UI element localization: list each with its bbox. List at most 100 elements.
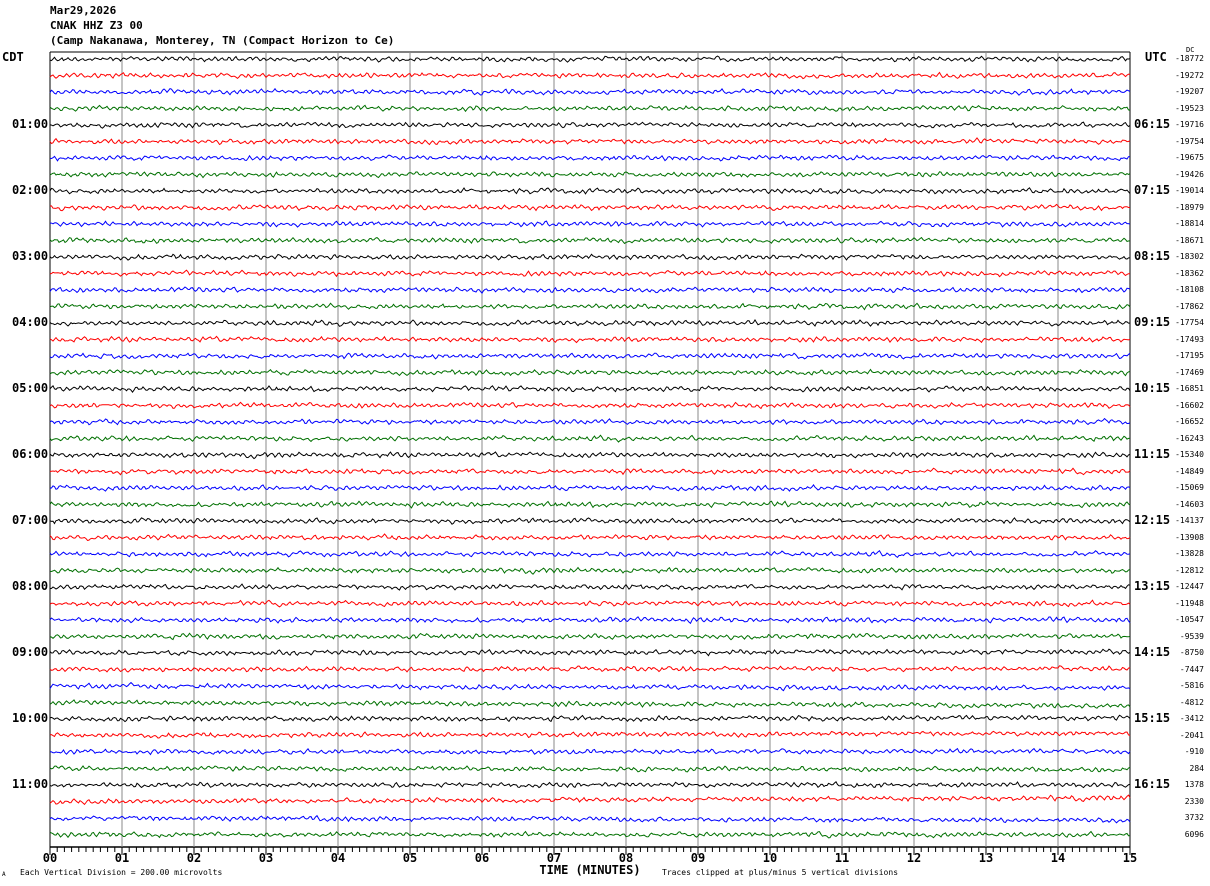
cdt-hour-label: 09:00 xyxy=(12,645,49,659)
trace-line xyxy=(49,533,1131,541)
dc-offset-label: -5816 xyxy=(1179,681,1204,690)
trace-line xyxy=(49,121,1131,129)
trace-line xyxy=(49,401,1131,410)
trace-line xyxy=(49,830,1130,839)
dc-offset-label: -7447 xyxy=(1179,664,1204,674)
trace-line xyxy=(49,484,1131,492)
corner-mark: A xyxy=(2,871,6,878)
dc-offset-label: -16602 xyxy=(1175,400,1204,410)
trace-line xyxy=(49,648,1131,657)
dc-offset-label: -16243 xyxy=(1175,433,1204,443)
trace-line xyxy=(49,137,1131,146)
x-tick-label: 00 xyxy=(42,851,58,865)
trace-line xyxy=(49,814,1131,824)
cdt-hour-label: 03:00 xyxy=(12,249,49,263)
dc-offset-label: -18814 xyxy=(1175,219,1204,228)
dc-offset-label: -19675 xyxy=(1175,153,1204,162)
utc-hour-label: 13:15 xyxy=(1134,579,1171,593)
dc-offset-label: -17754 xyxy=(1175,318,1204,327)
dc-offset-label: -9539 xyxy=(1179,631,1204,641)
x-tick-label: 09 xyxy=(690,851,706,865)
dc-offset-label: -10547 xyxy=(1175,615,1204,624)
utc-hour-label: 12:15 xyxy=(1134,513,1171,527)
dc-offset-label: -18362 xyxy=(1175,268,1204,278)
trace-line xyxy=(49,747,1131,756)
left-timezone: CDT xyxy=(2,50,24,64)
dc-offset-label: -17195 xyxy=(1175,351,1204,360)
utc-hour-label: 16:15 xyxy=(1134,777,1171,791)
x-tick-label: 10 xyxy=(762,851,778,865)
x-tick-label: 01 xyxy=(114,851,130,865)
dc-offset-label: 1378 xyxy=(1184,780,1204,789)
utc-hour-label: 10:15 xyxy=(1134,381,1171,395)
x-tick-label: 06 xyxy=(474,851,490,865)
dc-offset-label: -12812 xyxy=(1175,565,1204,575)
trace-line xyxy=(50,220,1131,228)
dc-offset-label: -19207 xyxy=(1175,87,1204,96)
utc-hour-label: 08:15 xyxy=(1134,249,1171,263)
x-tick-label: 12 xyxy=(906,851,922,865)
location-label: (Camp Nakanawa, Monterey, TN (Compact Ho… xyxy=(50,34,395,47)
x-tick-label: 11 xyxy=(834,851,850,865)
cdt-hour-label: 06:00 xyxy=(12,447,49,461)
dc-offset-label: -19426 xyxy=(1175,169,1204,179)
trace-line xyxy=(49,87,1131,96)
x-axis-title: TIME (MINUTES) xyxy=(539,863,641,877)
x-tick-label: 03 xyxy=(258,851,274,865)
dc-offset-label: 3732 xyxy=(1184,813,1204,822)
cdt-hour-label: 05:00 xyxy=(12,381,49,395)
dc-offset-label: -18772 xyxy=(1175,54,1204,63)
x-tick-label: 02 xyxy=(186,851,202,865)
cdt-hour-label: 02:00 xyxy=(12,183,49,197)
dc-offset-label: -19754 xyxy=(1175,136,1204,146)
trace-line xyxy=(49,71,1131,80)
dc-offset-label: -16652 xyxy=(1175,417,1204,426)
cdt-hour-label: 11:00 xyxy=(12,777,49,791)
trace-line xyxy=(49,781,1131,789)
trace-line xyxy=(49,549,1131,558)
cdt-hour-label: 08:00 xyxy=(12,579,49,593)
trace-line xyxy=(49,187,1131,195)
dc-offset-label: -2041 xyxy=(1179,730,1204,740)
dc-offset-label: -16851 xyxy=(1175,384,1204,393)
trace-line xyxy=(49,417,1131,426)
utc-hour-label: 15:15 xyxy=(1134,711,1171,725)
trace-line xyxy=(49,104,1131,113)
trace-line xyxy=(49,236,1131,245)
dc-offset-label: -18671 xyxy=(1175,235,1204,245)
dc-offset-label: 284 xyxy=(1189,763,1204,773)
trace-line xyxy=(49,467,1131,476)
trace-line xyxy=(49,599,1131,608)
date-label: Mar29,2026 xyxy=(50,4,117,17)
trace-line xyxy=(49,616,1131,625)
dc-offset-label: 6096 xyxy=(1184,829,1204,839)
trace-line xyxy=(49,681,1131,692)
dc-offset-label: -4812 xyxy=(1179,697,1204,707)
cdt-hour-label: 04:00 xyxy=(12,315,49,329)
dc-label: DC xyxy=(1186,46,1195,54)
dc-offset-label: -18979 xyxy=(1175,202,1204,212)
trace-line xyxy=(49,699,1131,710)
dc-offset-label: -13828 xyxy=(1175,549,1204,558)
trace-line xyxy=(49,352,1131,360)
dc-offset-label: -19523 xyxy=(1175,103,1204,113)
trace-line xyxy=(50,154,1131,162)
right-timezone: UTC xyxy=(1145,50,1167,64)
trace-line xyxy=(49,434,1131,443)
dc-offset-label: -15069 xyxy=(1175,483,1204,492)
trace-line xyxy=(49,319,1130,327)
trace-line xyxy=(49,286,1131,295)
x-tick-label: 14 xyxy=(1050,851,1066,865)
trace-line xyxy=(49,714,1131,723)
utc-hour-label: 07:15 xyxy=(1134,183,1171,197)
cdt-hour-label: 01:00 xyxy=(12,117,49,131)
dc-offset-label: -17469 xyxy=(1175,367,1204,377)
utc-hour-label: 14:15 xyxy=(1134,645,1171,659)
trace-line xyxy=(49,517,1131,525)
dc-offset-label: -14603 xyxy=(1175,499,1204,509)
x-tick-label: 08 xyxy=(618,851,634,865)
trace-line xyxy=(49,583,1131,591)
cdt-hour-label: 10:00 xyxy=(12,711,49,725)
trace-line xyxy=(49,335,1131,344)
